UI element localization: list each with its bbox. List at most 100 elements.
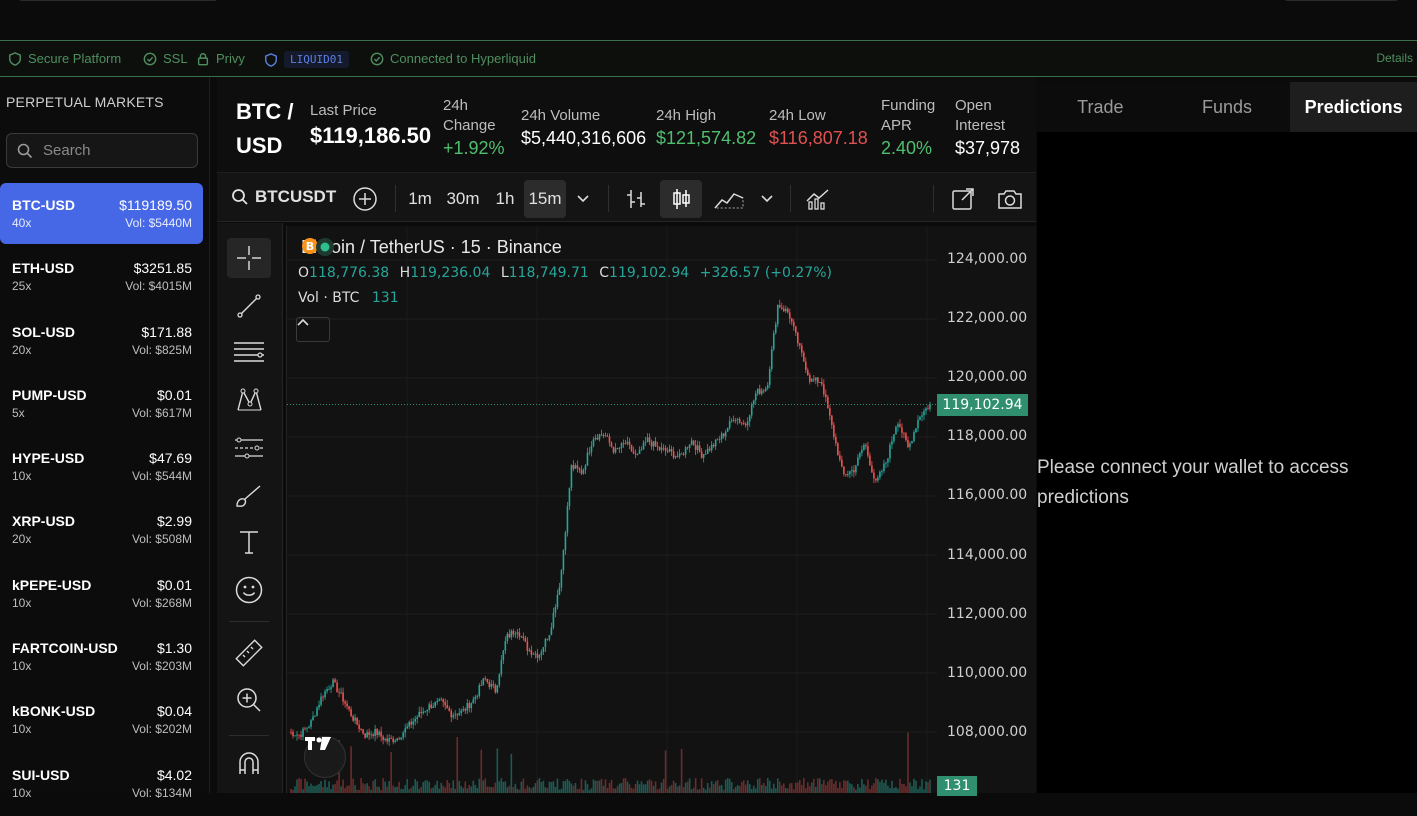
tab-predictions[interactable]: Predictions — [1290, 82, 1417, 132]
volume-bar — [646, 780, 649, 793]
top-right-control[interactable] — [1284, 0, 1399, 1]
volume-bar — [464, 781, 467, 793]
top-left-control[interactable] — [18, 0, 218, 1]
volume-bar — [314, 786, 316, 793]
volume-bar — [865, 785, 867, 793]
tradingview-logo[interactable] — [304, 736, 346, 778]
market-row-sol[interactable]: SOL-USD 20x $171.88 Vol: $825M — [0, 310, 203, 371]
forecast-tool[interactable] — [227, 428, 271, 468]
candle-body — [897, 424, 899, 427]
candle-body — [352, 716, 354, 721]
market-row-kbonk[interactable]: kBONK-USD 10x $0.04 Vol: $202M — [0, 689, 203, 750]
indicators-button[interactable] — [799, 180, 837, 218]
screenshot-button[interactable] — [991, 180, 1029, 218]
volume-bar — [466, 788, 469, 793]
market-price: $171.88 — [141, 323, 192, 340]
market-row-btc[interactable]: BTC-USD 40x $119189.50 Vol: $5440M — [0, 183, 203, 244]
details-link[interactable]: Details — [1376, 51, 1413, 65]
interval-30m[interactable]: 30m — [446, 189, 480, 208]
candle-body — [440, 699, 443, 701]
bars-style-button[interactable] — [619, 180, 653, 218]
magnet-tool[interactable] — [227, 744, 271, 784]
market-row-kpepe[interactable]: kPEPE-USD 10x $0.01 Vol: $268M — [0, 563, 203, 624]
pattern-tool[interactable] — [227, 380, 271, 420]
candle-body — [766, 385, 769, 389]
text-tool[interactable] — [227, 522, 271, 562]
volume-bar — [498, 781, 501, 793]
y-tick: 120,000.00 — [947, 369, 1028, 385]
open-external-button[interactable] — [945, 180, 981, 218]
search-input[interactable] — [41, 141, 191, 160]
shield-icon — [265, 52, 277, 67]
volume-bar — [586, 784, 589, 793]
market-row-pump[interactable]: PUMP-USD 5x $0.01 Vol: $617M — [0, 373, 203, 434]
tools-divider — [229, 621, 269, 622]
brush-icon — [236, 485, 261, 507]
candle-body — [720, 433, 723, 440]
volume-bar — [604, 779, 607, 793]
crosshair-tool[interactable] — [227, 238, 271, 278]
volume-bar — [762, 783, 765, 793]
candle-body — [883, 463, 885, 472]
volume-bar — [718, 785, 721, 793]
sidebar-title: PERPETUAL MARKETS — [6, 94, 164, 110]
tab-trade[interactable]: Trade — [1077, 96, 1124, 117]
volume-bar — [436, 780, 439, 793]
candle-body — [756, 388, 759, 394]
security-bar: Secure Platform SSL Privy LIQUID01 Conne… — [0, 40, 1417, 77]
interval-dropdown[interactable] — [571, 180, 595, 218]
volume-bar — [644, 784, 647, 793]
market-row-xrp[interactable]: XRP-USD 20x $2.99 Vol: $508M — [0, 499, 203, 560]
candles-style-button[interactable] — [660, 180, 702, 218]
candle-body — [917, 419, 919, 429]
fib-tool[interactable] — [227, 332, 271, 372]
candle-body — [716, 439, 719, 441]
market-search[interactable] — [6, 133, 198, 168]
compare-button[interactable] — [349, 180, 381, 218]
candle-body — [646, 437, 649, 443]
market-row-sui[interactable]: SUI-USD 10x $4.02 Vol: $134M — [0, 753, 203, 814]
candle-body — [318, 704, 320, 708]
market-row-fartcoin[interactable]: FARTCOIN-USD 10x $1.30 Vol: $203M — [0, 626, 203, 687]
measure-tool[interactable] — [227, 633, 271, 673]
volume-bar — [648, 779, 651, 793]
candle-body — [562, 550, 565, 571]
collapse-legend-button[interactable] — [296, 317, 330, 342]
interval-15m[interactable]: 15m — [524, 180, 566, 218]
volume-bar — [845, 780, 847, 793]
candlestick-plot[interactable] — [287, 226, 1037, 793]
price-chart[interactable]: B Bitcoin / TetherUS · 15 · Binance O118… — [286, 226, 1037, 796]
market-symbol: kPEPE-USD — [12, 576, 92, 593]
interval-1m[interactable]: 1m — [408, 189, 432, 208]
area-style-button[interactable] — [710, 180, 748, 218]
chart-type-dropdown[interactable] — [755, 180, 779, 218]
volume-bar — [374, 779, 376, 793]
zoom-tool[interactable] — [227, 680, 271, 720]
volume-bar — [676, 786, 679, 793]
candle-body — [528, 650, 531, 651]
symbol-search[interactable]: BTCUSDT — [231, 187, 336, 207]
market-price: $0.01 — [156, 386, 192, 403]
brush-tool[interactable] — [227, 476, 271, 516]
emoji-tool[interactable] — [227, 570, 271, 610]
market-row-hype[interactable]: HYPE-USD 10x $47.69 Vol: $544M — [0, 436, 203, 497]
candle-body — [456, 714, 459, 716]
market-leverage: 5x — [12, 405, 25, 420]
volume-bar — [530, 788, 533, 793]
volume-bar — [772, 783, 775, 793]
candle-body — [774, 324, 777, 334]
volume-bar — [306, 781, 308, 793]
trend-line-tool[interactable] — [227, 286, 271, 326]
volume-bar — [400, 788, 402, 793]
volume-bar — [809, 786, 811, 793]
tab-funds[interactable]: Funds — [1201, 96, 1253, 117]
interval-1h[interactable]: 1h — [495, 189, 515, 208]
candle-body — [464, 709, 467, 711]
volume-bar — [851, 784, 853, 793]
candle-body — [480, 685, 483, 686]
market-row-eth[interactable]: ETH-USD 25x $3251.85 Vol: $4015M — [0, 246, 203, 307]
volume-bar — [580, 778, 583, 793]
change-value: +1.92% — [443, 138, 505, 158]
candle-body — [889, 444, 891, 459]
candle-body — [398, 738, 400, 740]
